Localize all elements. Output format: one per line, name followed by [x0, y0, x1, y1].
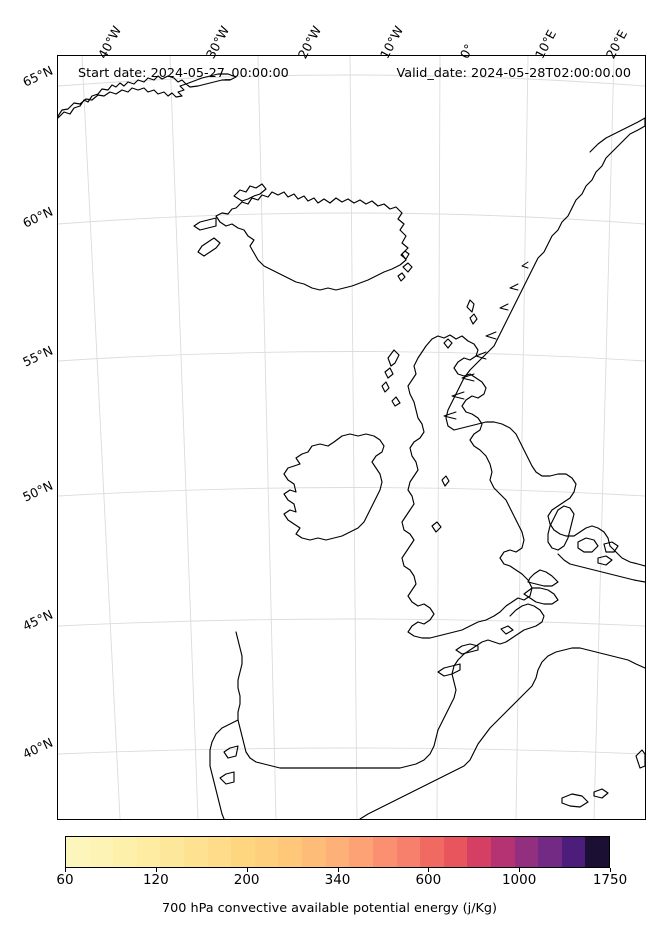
colorbar-segment [66, 837, 90, 867]
gridlines-parallels [58, 74, 645, 755]
colorbar-segment [302, 837, 326, 867]
lat-tick-label-60n: 60°N [20, 203, 56, 231]
colorbar-tick [155, 868, 157, 872]
colorbar-tick-label: 1750 [592, 872, 628, 888]
colorbar-segment [349, 837, 373, 867]
colorbar-tick-label: 340 [324, 872, 351, 888]
colorbar-tick-label: 120 [142, 872, 169, 888]
lat-tick-label-50n: 50°N [20, 477, 56, 505]
lat-tick-label-40n: 40°N [20, 734, 56, 762]
colorbar[interactable] [65, 836, 610, 868]
colorbar-tick-label: 200 [233, 872, 260, 888]
colorbar-segment [113, 837, 137, 867]
start-date-annotation: Start date: 2024-05-27_00:00:00 [78, 66, 289, 81]
colorbar-segment [184, 837, 208, 867]
coastlines [58, 73, 645, 819]
colorbar-tick [428, 868, 430, 872]
colorbar-segment [490, 837, 515, 867]
valid-date-annotation: Valid_date: 2024-05-28T02:00:00.00 [396, 66, 631, 81]
gridlines-meridians [81, 56, 615, 819]
colorbar-segment [420, 837, 444, 867]
colorbar-tick-label: 600 [415, 872, 442, 888]
map-canvas [58, 56, 645, 819]
lat-tick-label-45n: 45°N [20, 606, 56, 634]
colorbar-segment [443, 837, 468, 867]
colorbar-tick-label: 60 [56, 872, 74, 888]
colorbar-segment [372, 837, 397, 867]
colorbar-segment [136, 837, 161, 867]
colorbar-segment [254, 837, 279, 867]
colorbar-tick-label: 1000 [501, 872, 537, 888]
map-axes[interactable]: Start date: 2024-05-27_00:00:00 Valid_da… [57, 55, 646, 820]
colorbar-segment [160, 837, 185, 867]
colorbar-segment [231, 837, 255, 867]
lat-tick-label-55n: 55°N [20, 342, 56, 370]
colorbar-segment [207, 837, 232, 867]
colorbar-segment [514, 837, 539, 867]
colorbar-segment [89, 837, 114, 867]
colorbar-segment [325, 837, 350, 867]
colorbar-segment [396, 837, 421, 867]
colorbar-segment [467, 837, 491, 867]
colorbar-tick [65, 868, 66, 872]
lat-tick-label-65n: 65°N [20, 62, 56, 90]
colorbar-tick [610, 868, 611, 872]
colorbar-segment [278, 837, 303, 867]
colorbar-segment [538, 837, 562, 867]
colorbar-caption: 700 hPa convective available potential e… [161, 901, 498, 916]
colorbar-tick [337, 868, 339, 872]
colorbar-segment [561, 837, 586, 867]
colorbar-tick [246, 868, 248, 872]
colorbar-tick [519, 868, 521, 872]
colorbar-segment [585, 837, 610, 867]
